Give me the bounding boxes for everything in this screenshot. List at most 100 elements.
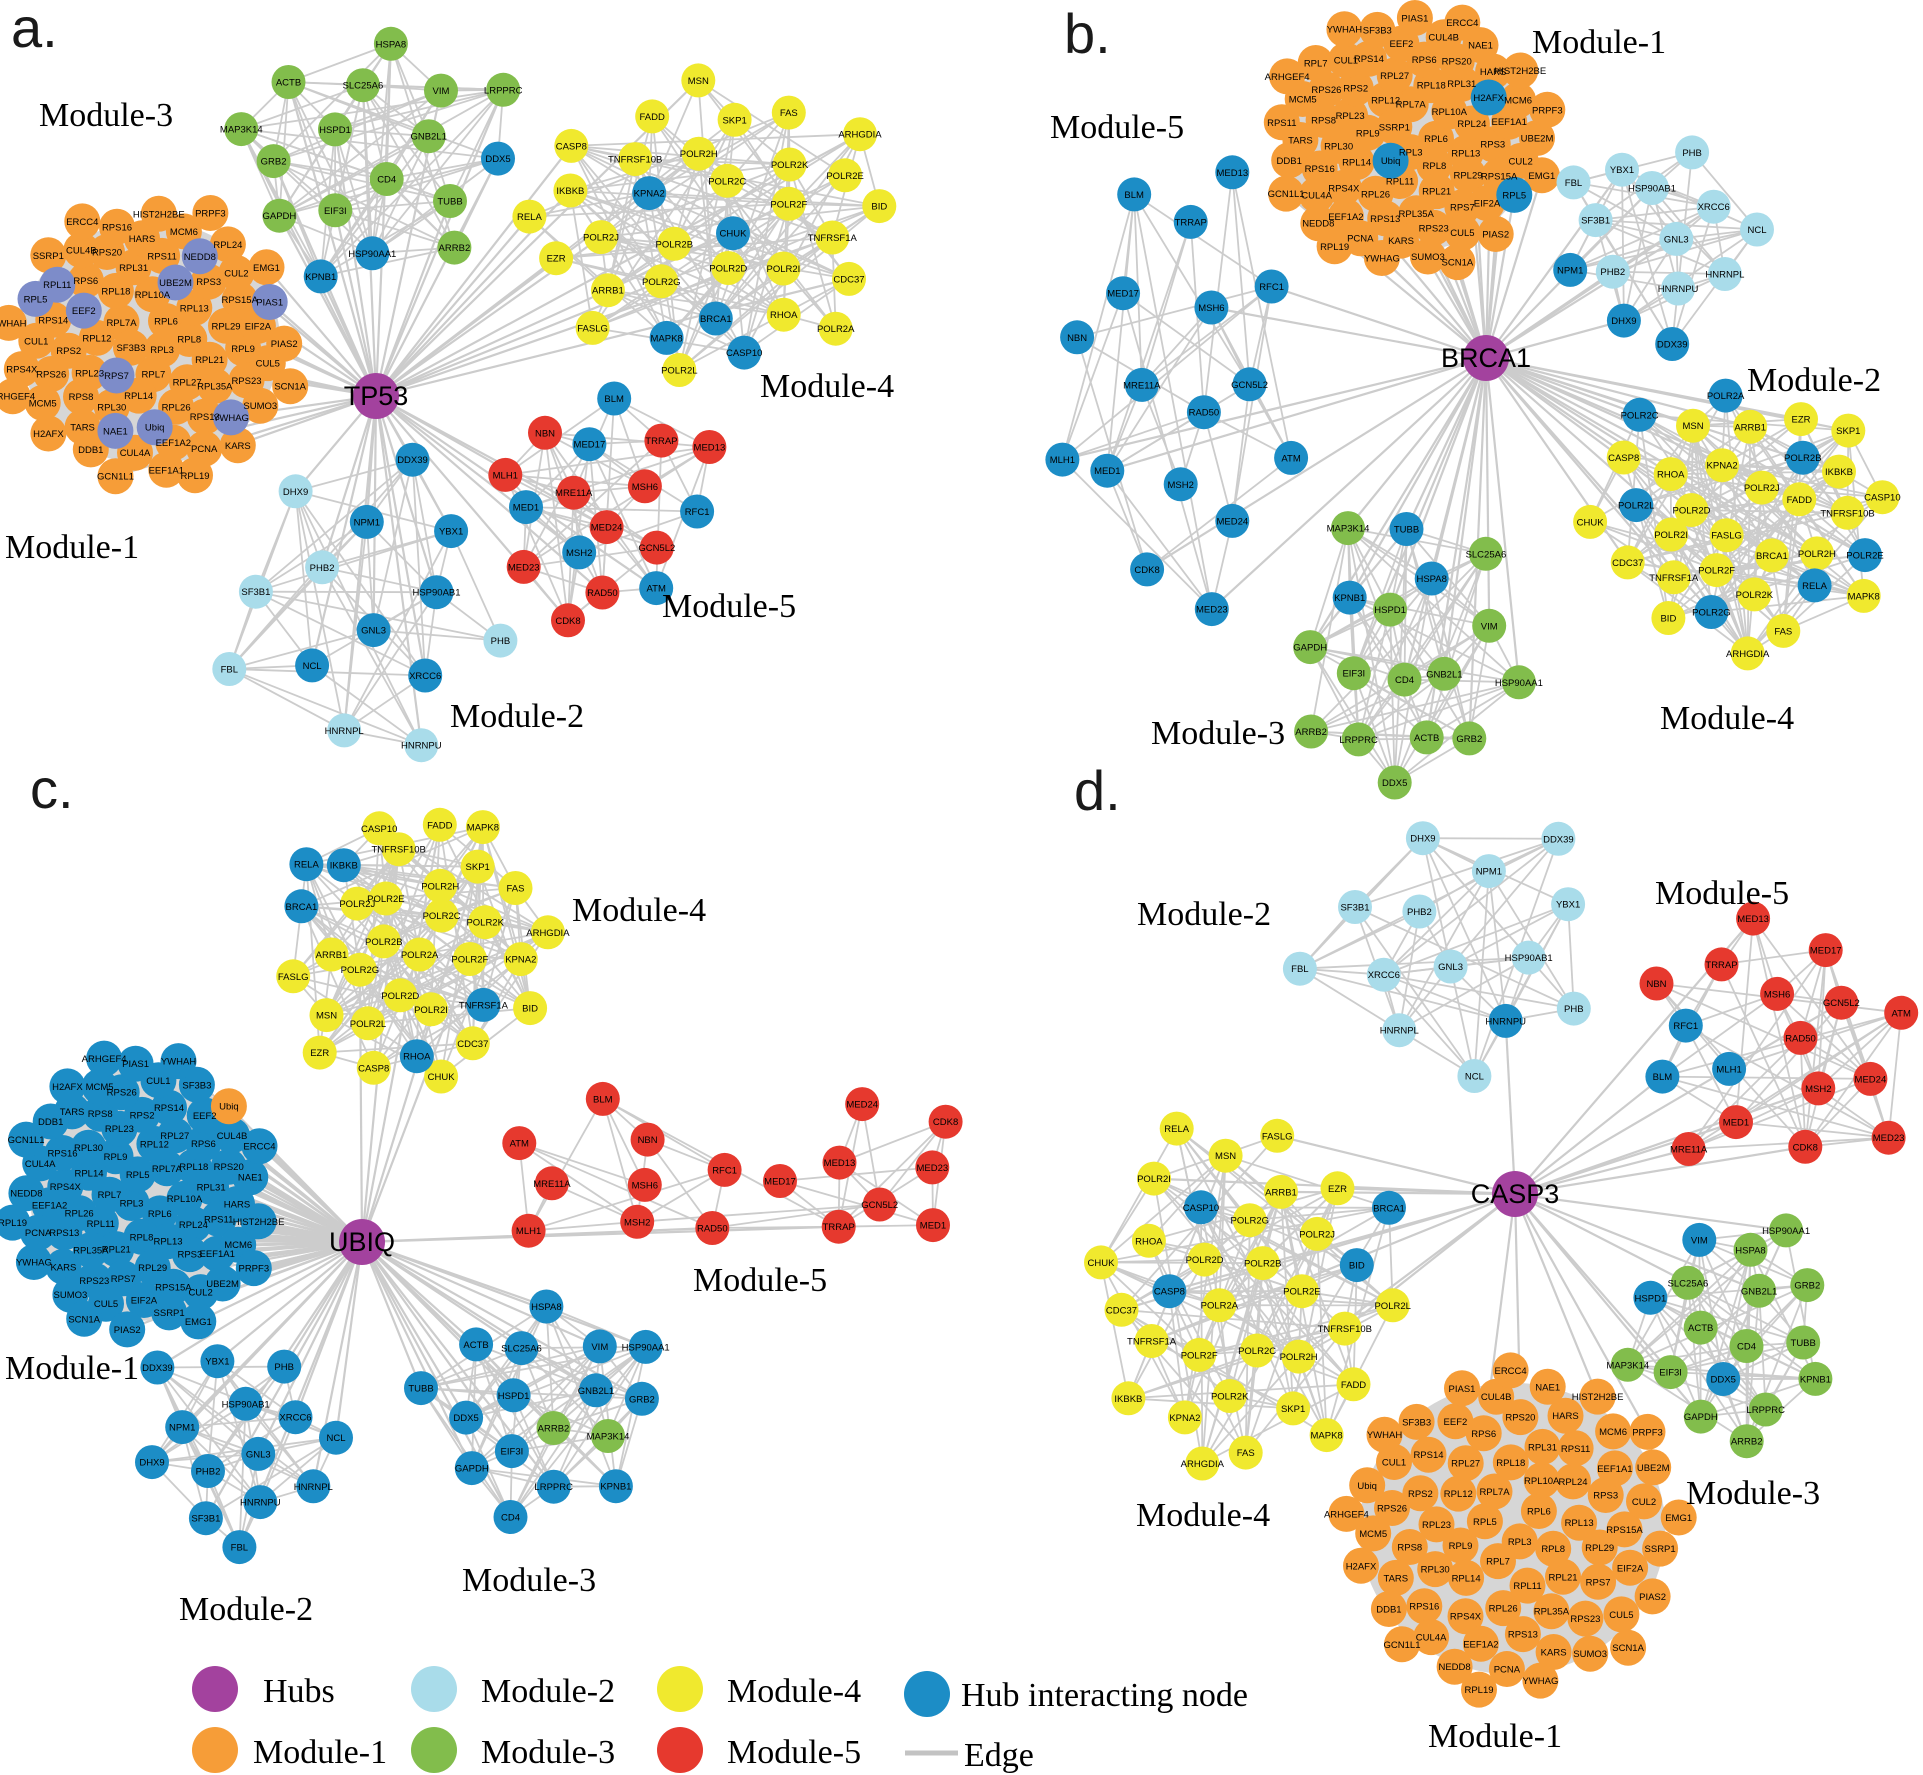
svg-text:POLR2E: POLR2E [1846,551,1884,562]
svg-text:ARRB2: ARRB2 [439,243,471,254]
svg-text:EEF1A1: EEF1A1 [1597,1464,1632,1475]
svg-text:BRCA1: BRCA1 [1756,551,1788,562]
svg-text:POLR2K: POLR2K [1736,590,1774,601]
svg-text:ARRB2: ARRB2 [1295,727,1327,738]
svg-text:VIM: VIM [1481,621,1498,632]
svg-text:RPL6: RPL6 [1527,1507,1551,1518]
svg-text:RPS13: RPS13 [49,1228,79,1239]
svg-text:ERCC4: ERCC4 [1446,18,1478,29]
svg-text:MCM6: MCM6 [1599,1427,1627,1438]
svg-text:KPNB1: KPNB1 [305,272,336,283]
svg-text:RPL30: RPL30 [97,402,126,413]
svg-text:EEF1A2: EEF1A2 [1463,1639,1498,1650]
svg-text:HNRNPU: HNRNPU [1485,1016,1526,1027]
svg-text:CHUK: CHUK [428,1072,456,1083]
svg-text:SCN1A: SCN1A [1442,258,1474,269]
svg-text:CASP10: CASP10 [1183,1203,1219,1214]
svg-text:Ubiq: Ubiq [219,1102,239,1113]
svg-text:GAPDH: GAPDH [455,1464,489,1475]
svg-text:RPL7A: RPL7A [152,1164,183,1175]
svg-text:RPS16: RPS16 [1305,164,1335,175]
svg-text:FASLG: FASLG [577,323,608,334]
svg-text:CDK8: CDK8 [555,616,580,627]
svg-text:ARRB1: ARRB1 [316,950,348,961]
svg-text:RPS16: RPS16 [102,222,132,233]
svg-text:GCN1L1: GCN1L1 [8,1135,45,1146]
svg-text:EIF3I: EIF3I [501,1447,524,1458]
svg-text:GCN5L2: GCN5L2 [1231,380,1268,391]
svg-text:POLR2I: POLR2I [414,1005,448,1016]
svg-text:H2AFX: H2AFX [52,1082,83,1093]
svg-text:ARHGEF4: ARHGEF4 [82,1054,127,1065]
svg-text:EZR: EZR [310,1048,329,1059]
svg-text:RPS15A: RPS15A [1481,171,1518,182]
svg-text:DDB1: DDB1 [1376,1605,1401,1616]
svg-text:HSP90AB1: HSP90AB1 [222,1399,270,1410]
svg-text:RPS4X: RPS4X [50,1182,82,1193]
svg-text:RPS8: RPS8 [88,1109,113,1120]
svg-text:MAP3K14: MAP3K14 [220,125,263,136]
svg-text:PHB2: PHB2 [310,563,335,574]
svg-text:CD4: CD4 [1395,675,1414,686]
svg-text:RPS15A: RPS15A [1606,1525,1643,1536]
svg-text:ARHGEF4: ARHGEF4 [1324,1509,1369,1520]
svg-text:NBN: NBN [1646,979,1666,990]
svg-text:Module-4: Module-4 [1660,700,1794,737]
svg-text:HSP90AA1: HSP90AA1 [348,249,396,260]
svg-text:GNL3: GNL3 [1664,234,1689,245]
svg-text:DDB1: DDB1 [38,1117,63,1128]
svg-text:MSN: MSN [1682,421,1703,432]
svg-text:RPL35A: RPL35A [73,1246,109,1257]
svg-text:Module-1: Module-1 [1428,1718,1562,1755]
svg-text:RPS3: RPS3 [1480,140,1505,151]
svg-text:Module-5: Module-5 [727,1734,861,1771]
svg-text:POLR2B: POLR2B [1784,453,1822,464]
svg-text:HNRNPU: HNRNPU [401,741,442,752]
svg-text:CHUK: CHUK [720,229,748,240]
svg-text:POLR2H: POLR2H [1280,1352,1318,1363]
svg-text:RPS11: RPS11 [204,1214,233,1225]
svg-text:RPS6: RPS6 [191,1139,216,1150]
svg-text:SKP1: SKP1 [466,862,490,873]
svg-text:EIF3I: EIF3I [1659,1368,1682,1379]
svg-text:RPS2: RPS2 [1343,84,1368,95]
svg-text:RPL11: RPL11 [1386,177,1414,188]
svg-text:MAP3K14: MAP3K14 [1327,524,1370,535]
svg-text:EEF1A2: EEF1A2 [156,438,191,449]
svg-text:RPS7: RPS7 [104,371,129,382]
svg-text:Module-2: Module-2 [179,1591,313,1628]
svg-text:ERCC4: ERCC4 [243,1142,275,1153]
svg-text:ARHGDIA: ARHGDIA [526,928,570,939]
svg-text:MED17: MED17 [764,1177,796,1188]
svg-text:DDX39: DDX39 [1657,340,1688,351]
svg-text:YWHAH: YWHAH [0,318,27,329]
svg-text:H2AFX: H2AFX [1346,1561,1377,1572]
svg-text:MAPK8: MAPK8 [1848,591,1880,602]
svg-text:HSP90AB1: HSP90AB1 [1505,953,1553,964]
svg-text:POLR2K: POLR2K [466,918,504,929]
svg-text:PHB: PHB [274,1362,294,1373]
svg-text:ARHGDIA: ARHGDIA [1181,1459,1225,1470]
svg-text:ARRB2: ARRB2 [1731,1437,1763,1448]
svg-text:FASLG: FASLG [1711,531,1742,542]
svg-text:ARHGEF4: ARHGEF4 [1265,72,1310,83]
svg-text:EMG1: EMG1 [1665,1513,1692,1524]
svg-text:Module-1: Module-1 [253,1734,387,1771]
svg-text:CUL4A: CUL4A [120,448,151,459]
svg-text:MED24: MED24 [1216,516,1248,527]
svg-text:RFC1: RFC1 [685,507,710,518]
svg-text:GCN5L2: GCN5L2 [861,1200,898,1211]
svg-text:TNFRSF1A: TNFRSF1A [1649,573,1699,584]
svg-text:RPL8: RPL8 [130,1232,154,1243]
svg-text:DHX9: DHX9 [139,1458,164,1469]
svg-text:MSH2: MSH2 [624,1217,650,1228]
svg-text:RPL29: RPL29 [138,1263,167,1274]
svg-text:MSH2: MSH2 [566,548,592,559]
svg-text:RPL7: RPL7 [98,1190,122,1201]
svg-text:POLR2C: POLR2C [423,911,461,922]
svg-text:MCM5: MCM5 [86,1082,114,1093]
svg-text:RPL9: RPL9 [1449,1541,1473,1552]
svg-text:PHB: PHB [491,636,511,647]
svg-text:RPL9: RPL9 [104,1152,128,1163]
svg-text:ARRB1: ARRB1 [592,286,624,297]
